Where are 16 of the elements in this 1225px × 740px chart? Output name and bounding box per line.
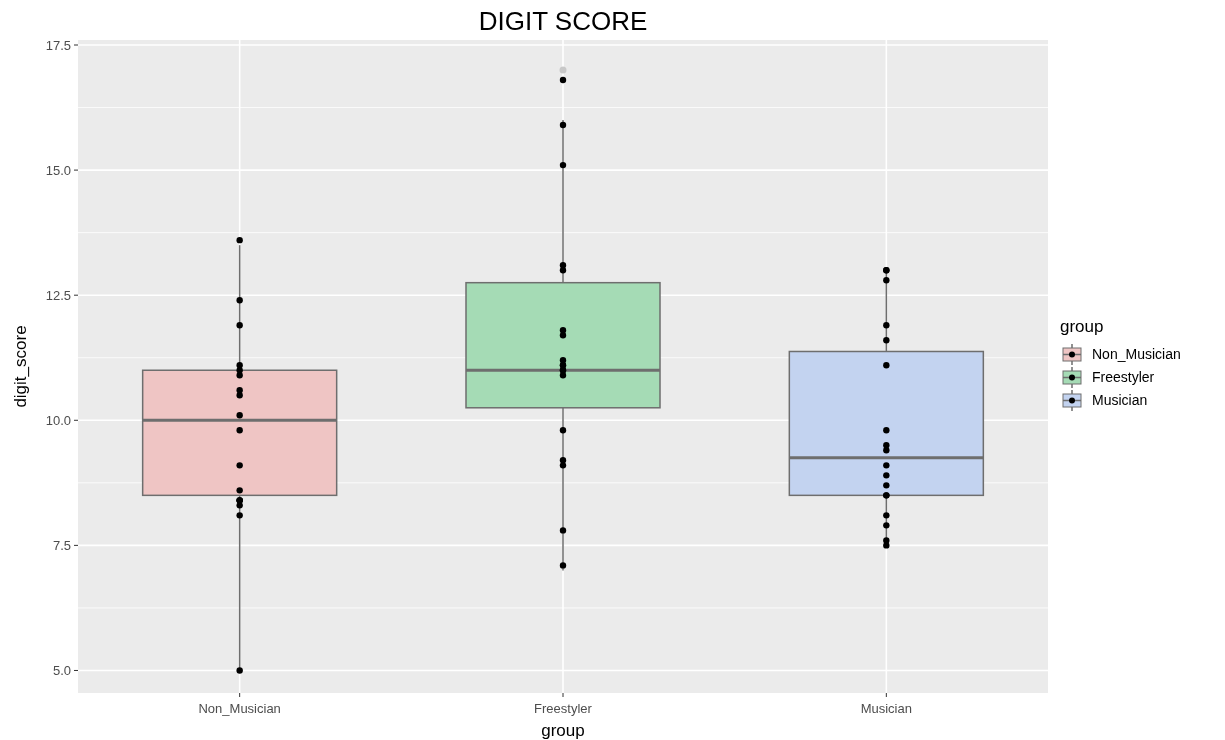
x-axis-title: group — [541, 721, 585, 740]
y-tick-label: 12.5 — [45, 287, 71, 303]
legend-label: Non_Musician — [1092, 346, 1181, 363]
legend-title: group — [1060, 317, 1104, 336]
x-tick-label: Freestyler — [534, 701, 593, 716]
x-tick-label: Non_Musician — [198, 701, 281, 716]
y-tick-label: 7.5 — [52, 537, 71, 553]
chart-title: DIGIT SCORE — [478, 6, 648, 36]
y-tick-label: 10.0 — [45, 412, 71, 428]
legend-label: Musician — [1092, 392, 1148, 409]
legend-label: Freestyler — [1092, 369, 1155, 386]
y-tick-label: 5.0 — [52, 663, 71, 679]
y-tick-label: 15.0 — [45, 162, 71, 178]
x-tick-label: Musician — [860, 701, 912, 716]
y-tick-label: 17.5 — [45, 37, 71, 53]
y-axis-title: digit_score — [11, 325, 30, 408]
